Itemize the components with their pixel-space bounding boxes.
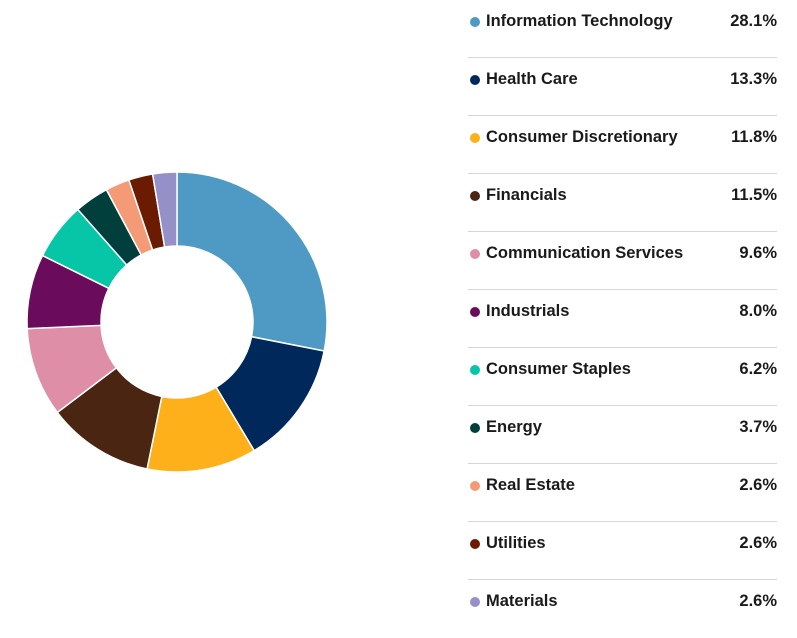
legend-value: 28.1% <box>730 12 777 30</box>
legend-item-utilities: Utilities 2.6% <box>468 522 777 580</box>
legend-label: Real Estate <box>486 476 575 494</box>
legend-item-industrials: Industrials 8.0% <box>468 290 777 348</box>
legend-swatch <box>470 75 480 85</box>
legend-item-information-technology: Information Technology 28.1% <box>468 0 777 58</box>
legend-swatch <box>470 191 480 201</box>
legend-value: 8.0% <box>739 302 777 320</box>
legend-swatch <box>470 423 480 433</box>
legend-swatch <box>470 597 480 607</box>
legend-swatch <box>470 365 480 375</box>
legend-label: Information Technology <box>486 12 673 30</box>
legend-label: Consumer Discretionary <box>486 128 678 146</box>
legend-item-materials: Materials 2.6% <box>468 580 777 638</box>
donut-slice-information-technology <box>176 171 328 352</box>
legend-value: 11.5% <box>731 186 777 204</box>
legend-item-energy: Energy 3.7% <box>468 406 777 464</box>
legend-value: 9.6% <box>739 244 777 262</box>
legend-item-real-estate: Real Estate 2.6% <box>468 464 777 522</box>
legend-label: Energy <box>486 418 542 436</box>
legend-item-financials: Financials 11.5% <box>468 174 777 232</box>
legend-label: Consumer Staples <box>486 360 631 378</box>
legend-swatch <box>470 249 480 259</box>
legend-value: 11.8% <box>731 128 777 146</box>
legend-label: Industrials <box>486 302 570 320</box>
legend-swatch <box>470 539 480 549</box>
legend-item-consumer-discretionary: Consumer Discretionary 11.8% <box>468 116 777 174</box>
legend-value: 2.6% <box>739 476 777 494</box>
legend-label: Materials <box>486 592 558 610</box>
legend-label: Utilities <box>486 534 546 552</box>
legend-value: 3.7% <box>739 418 777 436</box>
donut-slice-materials <box>151 171 178 248</box>
legend-swatch <box>470 307 480 317</box>
legend-label: Communication Services <box>486 244 684 262</box>
legend-swatch <box>470 133 480 143</box>
legend-label: Health Care <box>486 70 578 88</box>
legend-swatch <box>470 481 480 491</box>
legend-item-health-care: Health Care 13.3% <box>468 58 777 116</box>
legend-item-consumer-staples: Consumer Staples 6.2% <box>468 348 777 406</box>
legend-value: 2.6% <box>739 534 777 552</box>
legend-item-communication-services: Communication Services 9.6% <box>468 232 777 290</box>
legend-swatch <box>470 17 480 27</box>
legend-label: Financials <box>486 186 567 204</box>
legend-value: 13.3% <box>730 70 777 88</box>
donut-chart <box>26 171 328 473</box>
legend-value: 2.6% <box>739 592 777 610</box>
legend-value: 6.2% <box>739 360 777 378</box>
chart-legend: Information Technology 28.1% Health Care 13… <box>468 0 777 638</box>
